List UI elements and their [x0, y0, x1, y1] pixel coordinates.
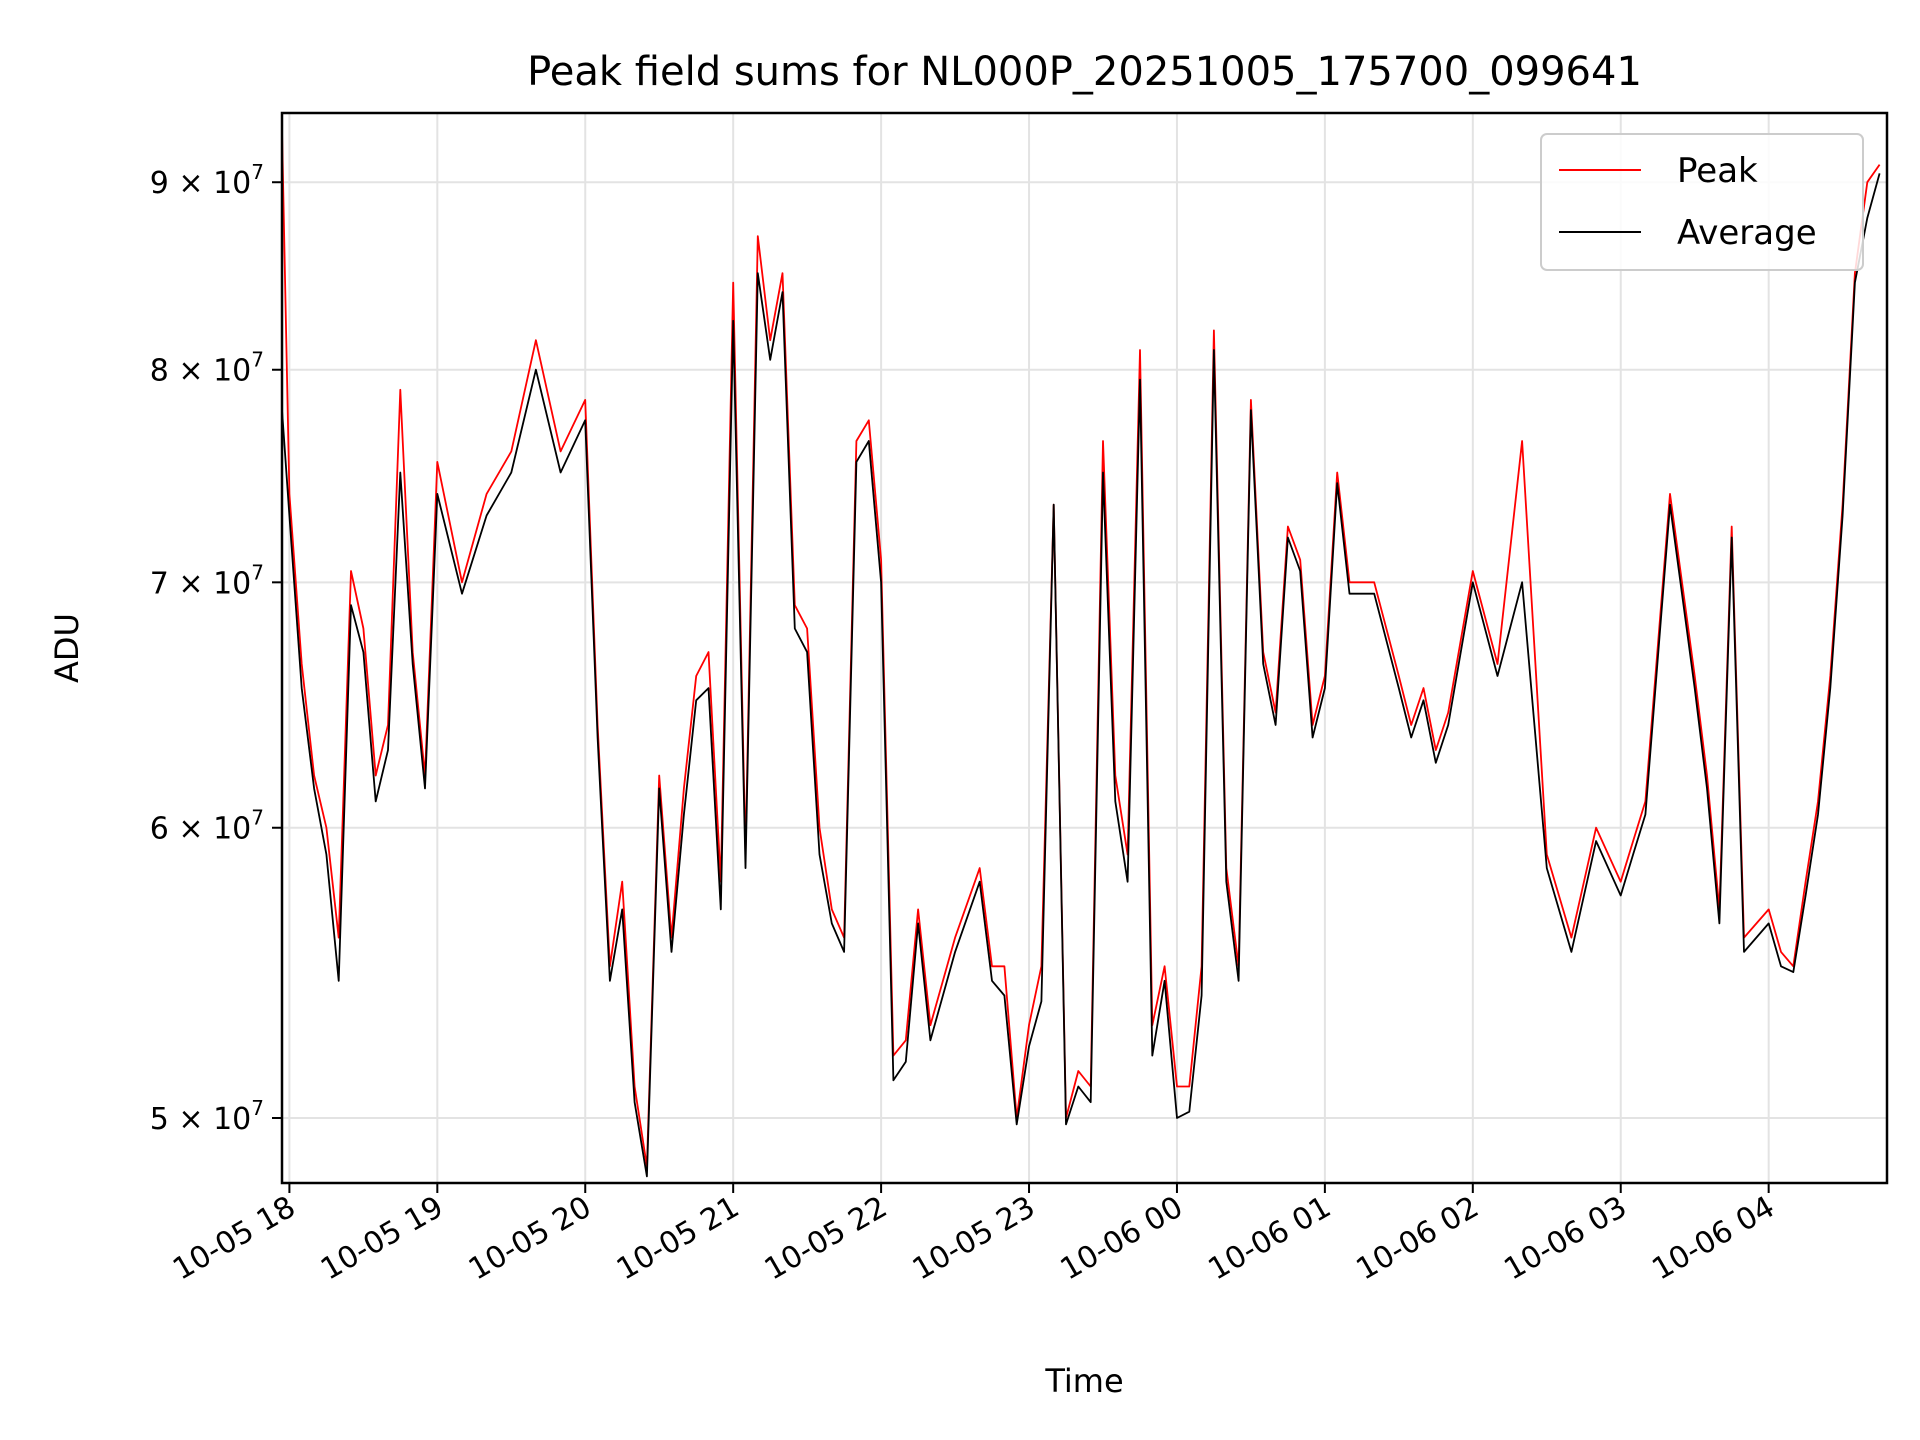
- y-tick-label: 5 × 107: [150, 1096, 264, 1137]
- y-tick-label: 8 × 107: [150, 348, 264, 389]
- x-axis-title: Time: [1044, 1362, 1123, 1400]
- chart-title: Peak field sums for NL000P_20251005_1757…: [527, 49, 1642, 95]
- y-tick-label: 9 × 107: [150, 160, 264, 201]
- series-line-average: [281, 173, 1881, 1178]
- y-axis-title: ADU: [48, 613, 86, 683]
- y-axis: 5 × 107 6 × 107 7 × 107 8 × 107 9 × 107: [150, 160, 282, 1137]
- grid: [282, 113, 1887, 1183]
- plot-frame: [280, 111, 1889, 1185]
- legend-peak-label: Peak: [1677, 151, 1758, 191]
- legend-average-label: Average: [1677, 213, 1817, 253]
- y-tick-label: 7 × 107: [150, 560, 264, 601]
- legend-box: [1540, 133, 1864, 271]
- series-lines: [281, 129, 1881, 1178]
- legend: Peak Average: [1540, 133, 1864, 271]
- y-tick-label: 6 × 107: [150, 806, 264, 847]
